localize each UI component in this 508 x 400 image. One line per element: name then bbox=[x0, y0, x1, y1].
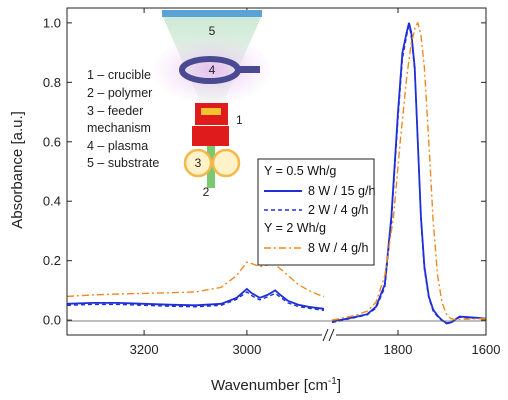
x-tick-label: 3200 bbox=[130, 342, 159, 357]
y-tick-label: 0.8 bbox=[43, 75, 61, 90]
series-line bbox=[66, 287, 325, 310]
series-line bbox=[66, 261, 325, 298]
label-number-4: 4 bbox=[209, 63, 216, 77]
data-traces bbox=[66, 21, 487, 325]
x-axis-ticks: 3200 3000 1800 1600 bbox=[130, 8, 501, 357]
y-tick-label: 1.0 bbox=[43, 15, 61, 30]
feeder-roller-right bbox=[211, 148, 241, 178]
label-number-1: 1 bbox=[236, 113, 243, 127]
y-tick-label: 0.0 bbox=[43, 313, 61, 328]
label-number-5: 5 bbox=[209, 24, 216, 38]
axis-break bbox=[322, 328, 336, 342]
legend-entry: 8 W / 4 g/h bbox=[308, 241, 368, 255]
crucible-top bbox=[201, 108, 221, 115]
label-number-2: 2 bbox=[203, 185, 210, 199]
inset-schematic: 5 4 1 3 2 1 – crucible 2 – polymer 3 – f… bbox=[87, 10, 270, 199]
label-number-3: 3 bbox=[195, 156, 202, 170]
x-tick-label: 1600 bbox=[472, 342, 501, 357]
y-axis-label: Absorbance [a.u.] bbox=[9, 111, 26, 229]
x-axis-label: Wavenumber [cm-1] bbox=[211, 376, 341, 394]
inset-label: 5 – substrate bbox=[87, 156, 159, 170]
legend-box bbox=[257, 158, 375, 266]
y-tick-label: 0.2 bbox=[43, 253, 61, 268]
plasma-glow bbox=[154, 37, 270, 103]
substrate bbox=[162, 10, 262, 17]
plot-frame bbox=[66, 7, 487, 336]
inset-label: mechanism bbox=[87, 121, 151, 135]
inset-label: 3 – feeder bbox=[87, 104, 143, 118]
inset-label: 2 – polymer bbox=[87, 86, 152, 100]
legend-entry: 8 W / 15 g/h bbox=[308, 184, 375, 198]
coil-lead bbox=[236, 66, 260, 73]
y-axis-ticks: 0.0 0.2 0.4 0.6 0.8 1.0 bbox=[43, 15, 486, 328]
x-tick-label: 1800 bbox=[384, 342, 413, 357]
legend-group-header: Y = 0.5 Wh/g bbox=[264, 164, 336, 178]
x-tick-label: 3000 bbox=[232, 342, 261, 357]
legend: Y = 0.5 Wh/g 8 W / 15 g/h 2 W / 4 g/h Y … bbox=[257, 158, 375, 266]
inset-label: 4 – plasma bbox=[87, 139, 148, 153]
inset-label: 1 – crucible bbox=[87, 68, 151, 82]
crucible-base bbox=[192, 126, 229, 146]
feeder-roller-left bbox=[183, 148, 213, 178]
series-line bbox=[331, 21, 487, 321]
series-line bbox=[331, 25, 487, 325]
legend-entry: 2 W / 4 g/h bbox=[308, 203, 368, 217]
y-tick-label: 0.6 bbox=[43, 134, 61, 149]
legend-group-header: Y = 2 Wh/g bbox=[264, 221, 326, 235]
series-line bbox=[66, 291, 325, 311]
y-tick-label: 0.4 bbox=[43, 194, 61, 209]
